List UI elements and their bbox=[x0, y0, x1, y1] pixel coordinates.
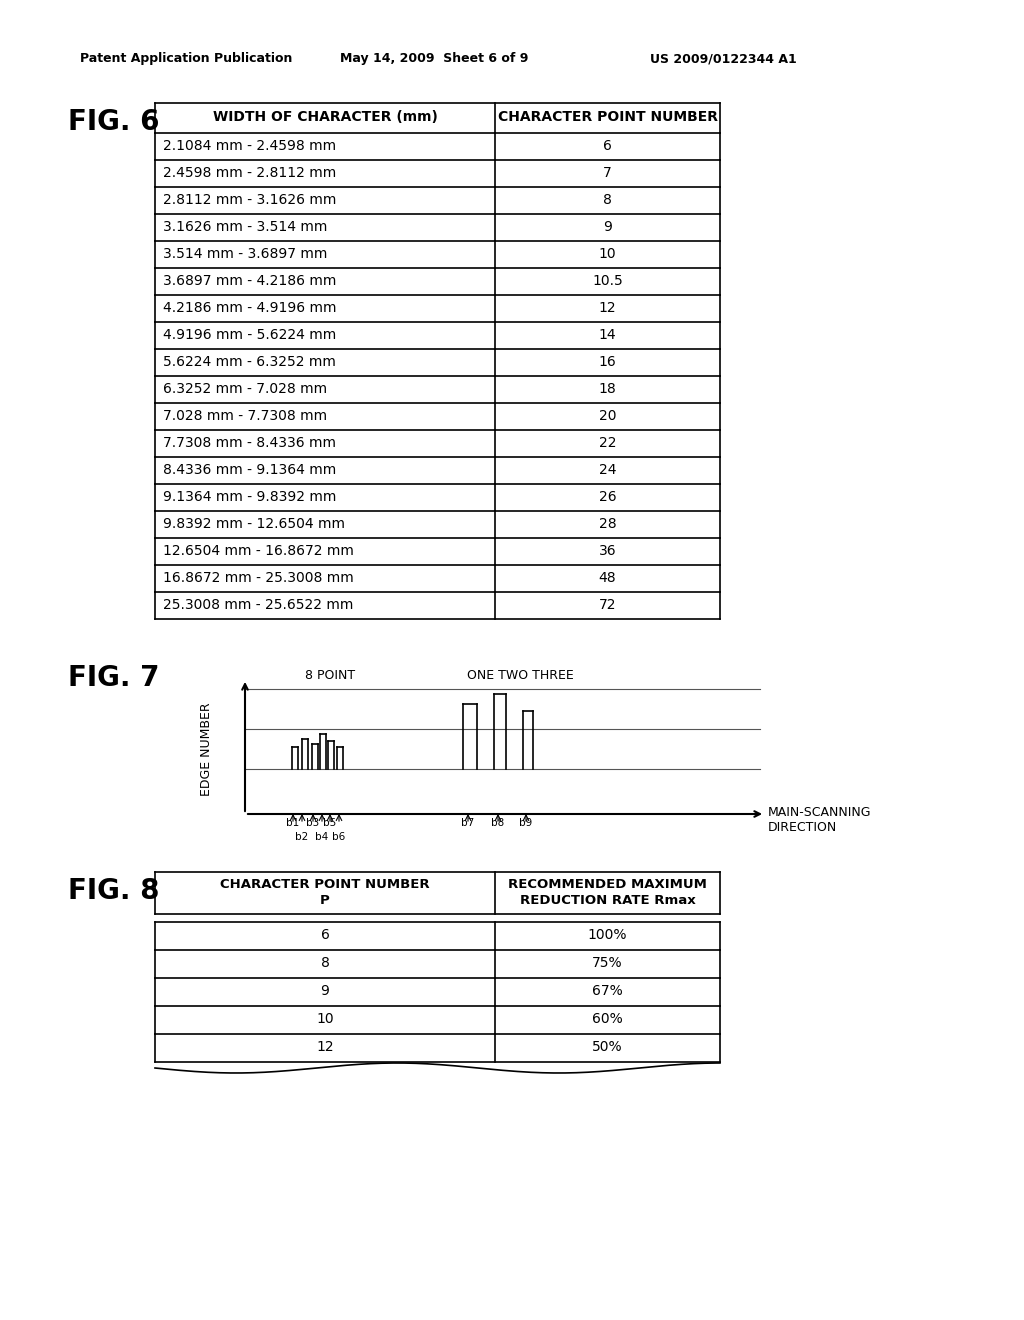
Text: MAIN-SCANNING
DIRECTION: MAIN-SCANNING DIRECTION bbox=[768, 807, 871, 834]
Text: WIDTH OF CHARACTER (mm): WIDTH OF CHARACTER (mm) bbox=[213, 110, 437, 124]
Text: US 2009/0122344 A1: US 2009/0122344 A1 bbox=[650, 51, 797, 65]
Text: 60%: 60% bbox=[592, 1012, 623, 1026]
Text: 6.3252 mm - 7.028 mm: 6.3252 mm - 7.028 mm bbox=[163, 381, 327, 396]
Text: 7.7308 mm - 8.4336 mm: 7.7308 mm - 8.4336 mm bbox=[163, 436, 336, 450]
Text: 100%: 100% bbox=[588, 928, 628, 942]
Text: 72: 72 bbox=[599, 598, 616, 612]
Text: CHARACTER POINT NUMBER
P: CHARACTER POINT NUMBER P bbox=[220, 879, 430, 908]
Text: 25.3008 mm - 25.6522 mm: 25.3008 mm - 25.6522 mm bbox=[163, 598, 353, 612]
Text: 7.028 mm - 7.7308 mm: 7.028 mm - 7.7308 mm bbox=[163, 409, 327, 422]
Text: b3: b3 bbox=[306, 818, 319, 828]
Text: 8 POINT: 8 POINT bbox=[305, 669, 355, 682]
Text: 16.8672 mm - 25.3008 mm: 16.8672 mm - 25.3008 mm bbox=[163, 572, 353, 585]
Text: 20: 20 bbox=[599, 409, 616, 422]
Text: CHARACTER POINT NUMBER: CHARACTER POINT NUMBER bbox=[498, 110, 718, 124]
Text: b6: b6 bbox=[333, 832, 346, 842]
Text: 8: 8 bbox=[603, 193, 612, 207]
Text: 9: 9 bbox=[321, 983, 330, 998]
Text: b4: b4 bbox=[315, 832, 329, 842]
Text: EDGE NUMBER: EDGE NUMBER bbox=[201, 702, 213, 796]
Text: 36: 36 bbox=[599, 544, 616, 558]
Text: b2: b2 bbox=[295, 832, 308, 842]
Text: 7: 7 bbox=[603, 166, 612, 180]
Text: 12: 12 bbox=[316, 1040, 334, 1053]
Text: 5.6224 mm - 6.3252 mm: 5.6224 mm - 6.3252 mm bbox=[163, 355, 336, 370]
Text: 2.4598 mm - 2.8112 mm: 2.4598 mm - 2.8112 mm bbox=[163, 166, 336, 180]
Text: 4.9196 mm - 5.6224 mm: 4.9196 mm - 5.6224 mm bbox=[163, 327, 336, 342]
Text: b9: b9 bbox=[519, 818, 532, 828]
Text: 6: 6 bbox=[603, 139, 612, 153]
Text: 18: 18 bbox=[599, 381, 616, 396]
Text: b8: b8 bbox=[492, 818, 505, 828]
Text: 22: 22 bbox=[599, 436, 616, 450]
Text: 8: 8 bbox=[321, 956, 330, 970]
Text: 8.4336 mm - 9.1364 mm: 8.4336 mm - 9.1364 mm bbox=[163, 463, 336, 477]
Text: 3.1626 mm - 3.514 mm: 3.1626 mm - 3.514 mm bbox=[163, 220, 328, 234]
Text: May 14, 2009  Sheet 6 of 9: May 14, 2009 Sheet 6 of 9 bbox=[340, 51, 528, 65]
Text: 75%: 75% bbox=[592, 956, 623, 970]
Text: 3.6897 mm - 4.2186 mm: 3.6897 mm - 4.2186 mm bbox=[163, 275, 336, 288]
Text: 14: 14 bbox=[599, 327, 616, 342]
Text: 12: 12 bbox=[599, 301, 616, 315]
Text: 9.1364 mm - 9.8392 mm: 9.1364 mm - 9.8392 mm bbox=[163, 490, 336, 504]
Text: b7: b7 bbox=[462, 818, 475, 828]
Text: 9: 9 bbox=[603, 220, 612, 234]
Text: 48: 48 bbox=[599, 572, 616, 585]
Text: ONE TWO THREE: ONE TWO THREE bbox=[467, 669, 573, 682]
Text: 2.8112 mm - 3.1626 mm: 2.8112 mm - 3.1626 mm bbox=[163, 193, 336, 207]
Text: 4.2186 mm - 4.9196 mm: 4.2186 mm - 4.9196 mm bbox=[163, 301, 337, 315]
Text: RECOMMENDED MAXIMUM
REDUCTION RATE Rmax: RECOMMENDED MAXIMUM REDUCTION RATE Rmax bbox=[508, 879, 707, 908]
Text: FIG. 6: FIG. 6 bbox=[68, 108, 160, 136]
Text: 50%: 50% bbox=[592, 1040, 623, 1053]
Text: 12.6504 mm - 16.8672 mm: 12.6504 mm - 16.8672 mm bbox=[163, 544, 354, 558]
Text: 10: 10 bbox=[316, 1012, 334, 1026]
Text: 67%: 67% bbox=[592, 983, 623, 998]
Text: 2.1084 mm - 2.4598 mm: 2.1084 mm - 2.4598 mm bbox=[163, 139, 336, 153]
Text: 3.514 mm - 3.6897 mm: 3.514 mm - 3.6897 mm bbox=[163, 247, 328, 261]
Text: 26: 26 bbox=[599, 490, 616, 504]
Text: 28: 28 bbox=[599, 517, 616, 531]
Text: 10.5: 10.5 bbox=[592, 275, 623, 288]
Text: 16: 16 bbox=[599, 355, 616, 370]
Text: 9.8392 mm - 12.6504 mm: 9.8392 mm - 12.6504 mm bbox=[163, 517, 345, 531]
Text: b1: b1 bbox=[287, 818, 300, 828]
Text: FIG. 7: FIG. 7 bbox=[68, 664, 160, 692]
Text: Patent Application Publication: Patent Application Publication bbox=[80, 51, 293, 65]
Text: 24: 24 bbox=[599, 463, 616, 477]
Text: FIG. 8: FIG. 8 bbox=[68, 876, 160, 906]
Text: b5: b5 bbox=[324, 818, 337, 828]
Text: 10: 10 bbox=[599, 247, 616, 261]
Text: 6: 6 bbox=[321, 928, 330, 942]
